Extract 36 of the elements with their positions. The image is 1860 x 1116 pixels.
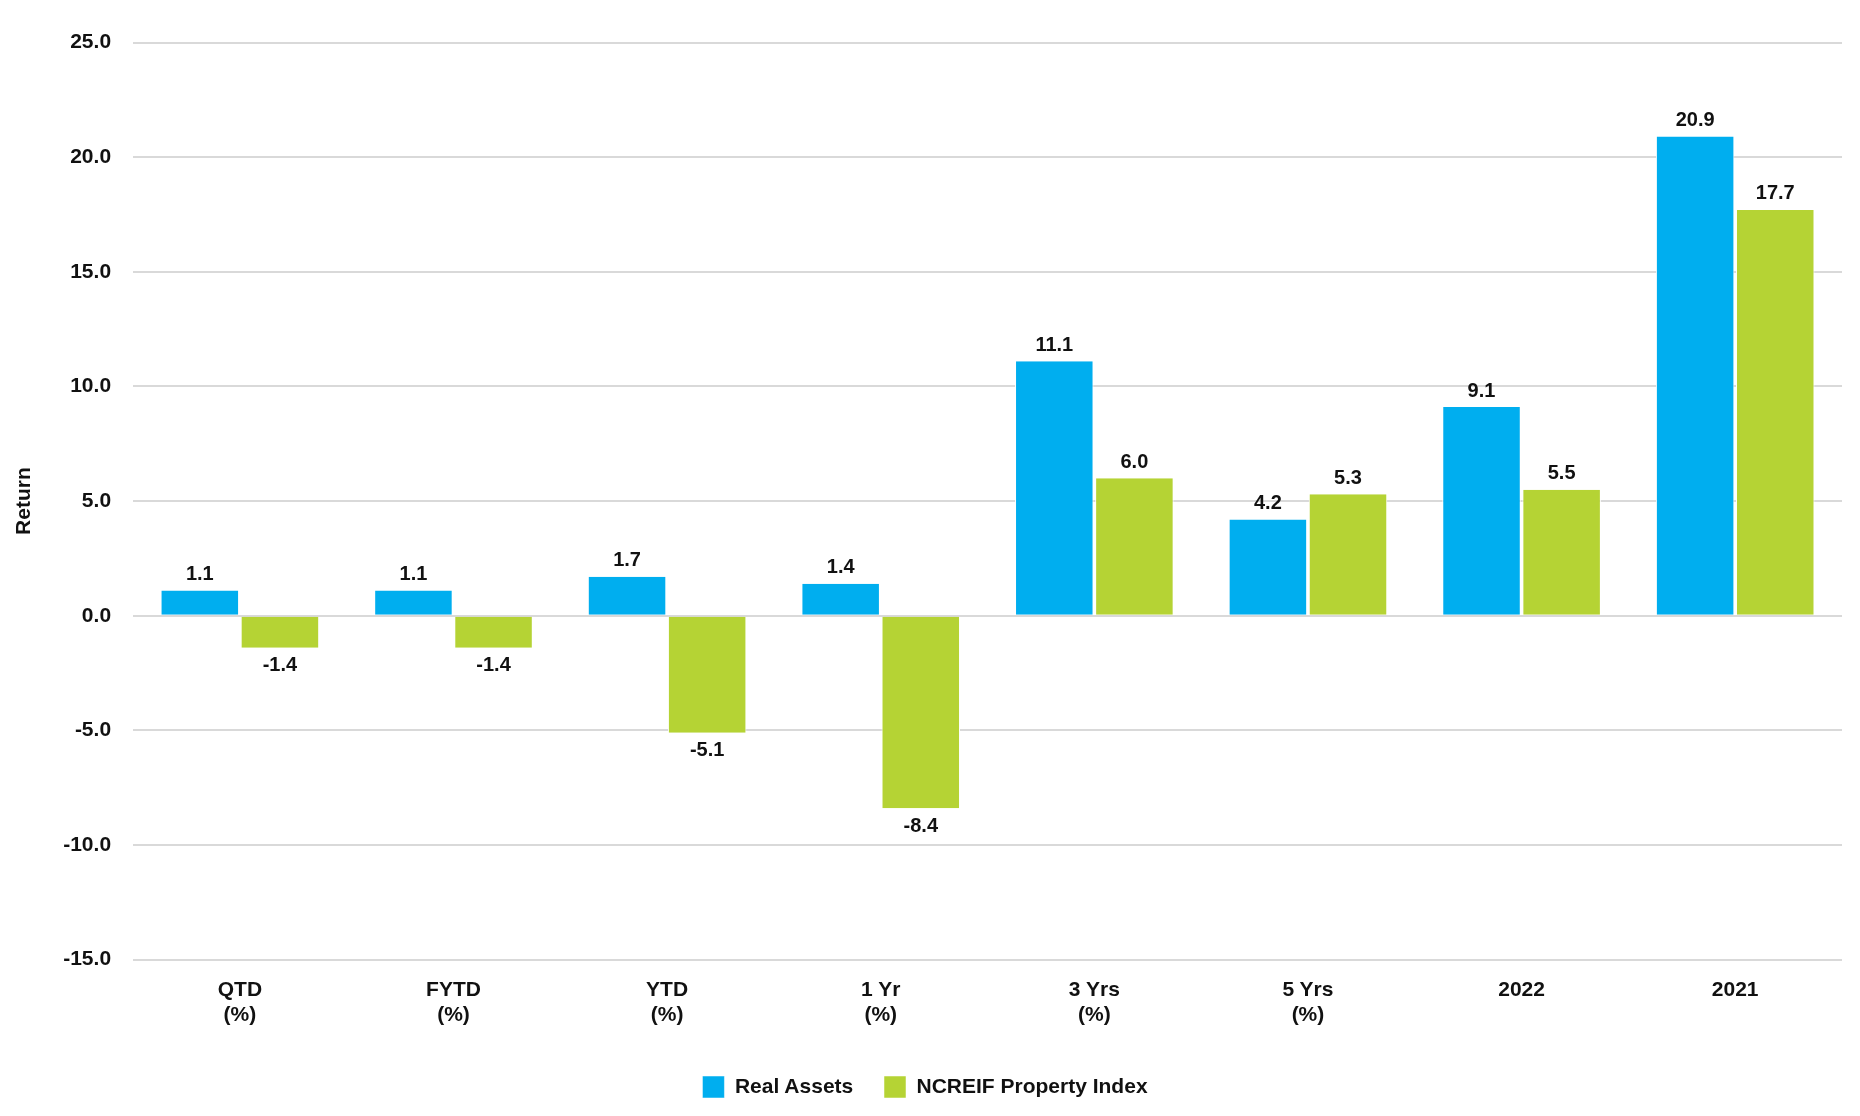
x-tick-label: 1 Yr (%) — [861, 977, 901, 1026]
legend-label: Real Assets — [734, 1073, 854, 1097]
y-tick-label: -5.0 — [74, 717, 112, 741]
data-label: 11.1 — [1035, 332, 1074, 355]
data-label: 1.1 — [185, 562, 214, 585]
y-tick-label: 20.0 — [70, 144, 112, 168]
data-label: 1.4 — [826, 555, 856, 578]
y-tick-label: 10.0 — [70, 373, 112, 397]
y-tick-label: 5.0 — [81, 487, 112, 511]
data-label: 17.7 — [1755, 181, 1795, 204]
x-tick-label: YTD (%) — [646, 977, 689, 1026]
data-label: 6.0 — [1120, 449, 1149, 472]
x-tick-label: 2021 — [1711, 977, 1759, 1000]
y-tick-label: -10.0 — [63, 831, 112, 855]
data-label: 9.1 — [1467, 378, 1496, 401]
y-tick-label: 25.0 — [70, 29, 112, 53]
data-label: 5.3 — [1334, 465, 1362, 488]
x-tick-label: 3 Yrs (%) — [1068, 977, 1120, 1026]
y-tick-label: 15.0 — [70, 258, 112, 282]
data-label: 1.1 — [399, 562, 428, 585]
data-label: -1.4 — [476, 653, 512, 676]
y-axis-title: Return — [11, 467, 35, 535]
x-tick-label: 5 Yrs (%) — [1282, 977, 1334, 1026]
y-tick-label: -15.0 — [63, 946, 112, 970]
data-label: 5.5 — [1547, 461, 1576, 484]
y-tick-label: 0.0 — [81, 602, 112, 626]
data-label: -5.1 — [689, 738, 725, 761]
data-label: -1.4 — [262, 653, 299, 676]
data-label: 20.9 — [1675, 108, 1715, 131]
data-label: 1.7 — [613, 548, 641, 571]
data-label: 4.2 — [1254, 490, 1282, 513]
x-tick-label: 2022 — [1498, 977, 1545, 1000]
data-label: -8.4 — [903, 813, 939, 836]
legend-label: NCREIF Property Index — [916, 1073, 1148, 1097]
x-tick-label: FYTD (%) — [426, 977, 481, 1026]
x-tick-label: QTD (%) — [217, 977, 263, 1026]
